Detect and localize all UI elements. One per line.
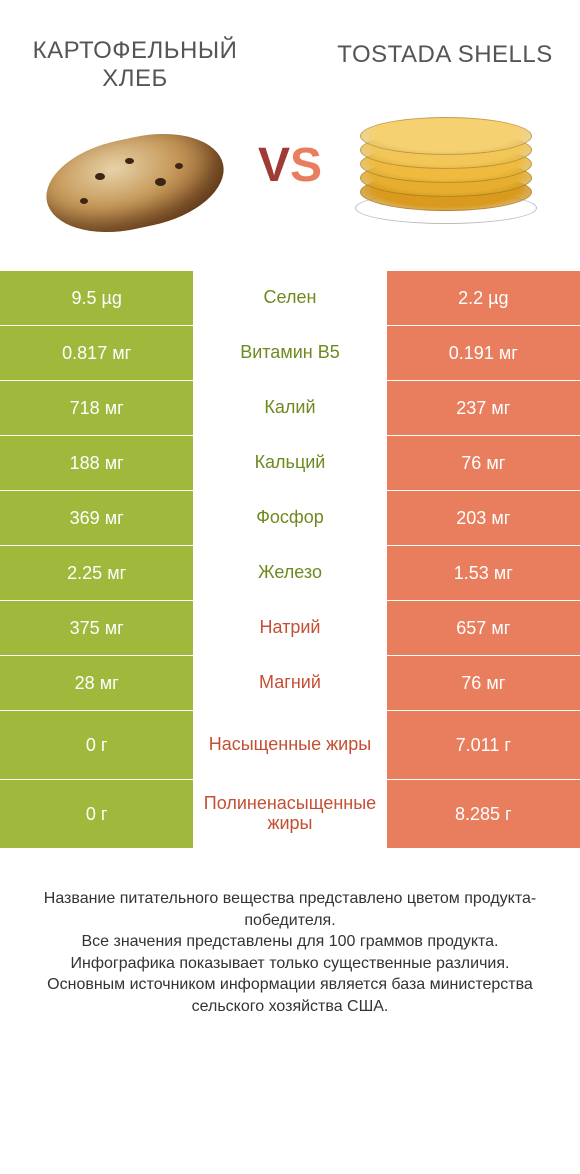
footer-line: Название питательного вещества представл…	[20, 888, 560, 931]
table-row: 0.817 мгВитамин B50.191 мг	[0, 325, 580, 380]
right-value: 2.2 µg	[387, 271, 580, 325]
nutrient-label: Насыщенные жиры	[193, 711, 386, 779]
left-value: 369 мг	[0, 491, 193, 545]
left-value: 375 мг	[0, 601, 193, 655]
nutrient-label: Витамин B5	[193, 326, 386, 380]
nutrient-label: Натрий	[193, 601, 386, 655]
food-right-title: TOSTADA SHELLS	[337, 41, 553, 69]
table-row: 369 мгФосфор203 мг	[0, 490, 580, 545]
left-value: 188 мг	[0, 436, 193, 490]
right-value: 657 мг	[387, 601, 580, 655]
vs-v: V	[258, 139, 290, 192]
table-row: 0 гПолиненасыщенные жиры8.285 г	[0, 779, 580, 848]
left-value: 0 г	[0, 780, 193, 848]
right-value: 0.191 мг	[387, 326, 580, 380]
table-row: 0 гНасыщенные жиры7.011 г	[0, 710, 580, 779]
nutrient-label: Селен	[193, 271, 386, 325]
food-right: TOSTADA SHELLS	[330, 41, 560, 229]
comparison-infographic: КАРТОФЕЛЬНЫЙ ХЛЕБ VS TOSTADA SHELLS 9.5 …	[0, 0, 580, 1048]
footer-line: Инфографика показывает только существенн…	[20, 953, 560, 975]
left-value: 28 мг	[0, 656, 193, 710]
table-row: 718 мгКалий237 мг	[0, 380, 580, 435]
nutrient-label: Магний	[193, 656, 386, 710]
footer-notes: Название питательного вещества представл…	[0, 848, 580, 1048]
food-left: КАРТОФЕЛЬНЫЙ ХЛЕБ	[20, 37, 250, 232]
left-value: 718 мг	[0, 381, 193, 435]
nutrient-label: Кальций	[193, 436, 386, 490]
nutrient-label: Фосфор	[193, 491, 386, 545]
vs-label: VS	[250, 138, 330, 193]
table-row: 28 мгМагний76 мг	[0, 655, 580, 710]
comparison-table: 9.5 µgСелен2.2 µg0.817 мгВитамин B50.191…	[0, 270, 580, 848]
food-left-title: КАРТОФЕЛЬНЫЙ ХЛЕБ	[20, 37, 250, 92]
table-row: 2.25 мгЖелезо1.53 мг	[0, 545, 580, 600]
right-value: 76 мг	[387, 436, 580, 490]
tostada-image	[345, 79, 545, 229]
left-value: 0.817 мг	[0, 326, 193, 380]
left-value: 9.5 µg	[0, 271, 193, 325]
nutrient-label: Полиненасыщенные жиры	[193, 780, 386, 848]
right-value: 237 мг	[387, 381, 580, 435]
vs-s: S	[290, 139, 322, 192]
table-row: 375 мгНатрий657 мг	[0, 600, 580, 655]
left-value: 2.25 мг	[0, 546, 193, 600]
left-value: 0 г	[0, 711, 193, 779]
nutrient-label: Железо	[193, 546, 386, 600]
footer-line: Основным источником информации является …	[20, 974, 560, 1017]
right-value: 203 мг	[387, 491, 580, 545]
table-row: 188 мгКальций76 мг	[0, 435, 580, 490]
bread-image	[35, 103, 235, 233]
right-value: 76 мг	[387, 656, 580, 710]
nutrient-label: Калий	[193, 381, 386, 435]
right-value: 8.285 г	[387, 780, 580, 848]
right-value: 7.011 г	[387, 711, 580, 779]
footer-line: Все значения представлены для 100 граммо…	[20, 931, 560, 953]
header: КАРТОФЕЛЬНЫЙ ХЛЕБ VS TOSTADA SHELLS	[0, 0, 580, 260]
right-value: 1.53 мг	[387, 546, 580, 600]
table-row: 9.5 µgСелен2.2 µg	[0, 270, 580, 325]
